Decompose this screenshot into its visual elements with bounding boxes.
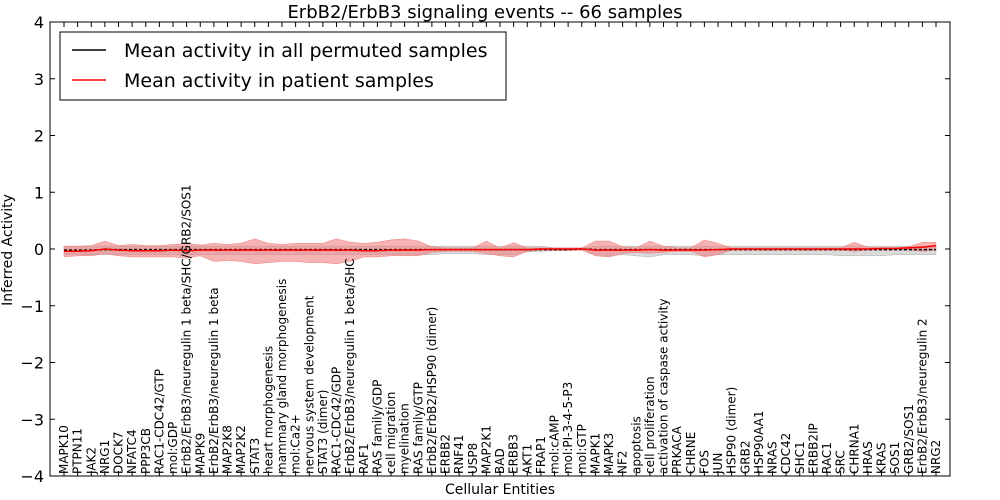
y-tick-label: −3 <box>20 410 44 429</box>
x-category-label: myelination <box>398 403 412 474</box>
y-tick-label: −1 <box>20 297 44 316</box>
x-category-label: CDC42 <box>779 433 793 474</box>
x-category-label: GRB2 <box>738 440 752 474</box>
confidence-bands <box>63 238 937 265</box>
x-category-label: FOS <box>697 450 711 474</box>
x-category-label: apoptosis <box>629 416 643 474</box>
x-category-label: ErbB2/ErbB3/neuregulin 1 beta <box>207 287 221 474</box>
x-category-label: ErbB2/ErbB3/neuregulin 1 beta/SHC/GRB2/S… <box>180 184 194 474</box>
x-category-label: HSP90 (dimer) <box>725 387 739 474</box>
x-category-label: RAF1 <box>357 443 371 474</box>
x-category-label: nervous system development <box>302 295 316 474</box>
y-tick-label: −2 <box>20 354 44 373</box>
x-axis-category-labels: MAPK10 PTPN11 JAK2 NRG1 DOCK7 NFATC4 PPP3CB RAC… <box>57 184 943 475</box>
x-category-label: DOCK7 <box>112 431 126 474</box>
plot-frame <box>49 21 951 477</box>
y-tick-label: 0 <box>34 240 44 259</box>
x-category-label: MAP2K2 <box>234 425 248 474</box>
line-patient-mean <box>64 244 937 253</box>
legend-label-permuted: Mean activity in all permuted samples <box>124 40 487 62</box>
x-category-label: USP8 <box>466 443 480 474</box>
x-category-label: NFATC4 <box>125 429 139 474</box>
legend: Mean activity in all permuted samples Me… <box>59 31 507 101</box>
y-tick-label: 2 <box>34 127 44 146</box>
x-category-label: RAC1-CDC42/GDP <box>330 367 344 474</box>
x-category-label: NRG2 <box>929 440 943 474</box>
x-category-label: HSP90AA1 <box>752 410 766 474</box>
y-axis-ticks: −4 −3 −2 −1 0 1 2 3 4 <box>20 13 950 486</box>
x-category-label: MAP2K8 <box>221 425 235 474</box>
legend-box <box>59 31 507 101</box>
x-category-label: ErbB2/ErbB3/neuregulin 1 beta/SHC <box>343 258 357 474</box>
x-category-label: HRAS <box>861 441 875 474</box>
x-category-label: ERBB2 <box>439 434 453 474</box>
x-category-label: JAK2 <box>84 447 98 475</box>
x-category-label: MAP2K1 <box>479 425 493 474</box>
x-category-label: FRAP1 <box>534 436 548 474</box>
x-category-label: activation of caspase activity <box>657 299 671 474</box>
series-lines <box>64 244 937 253</box>
x-category-label: NRAS <box>766 441 780 474</box>
x-category-label: GRB2/SOS1 <box>902 404 916 474</box>
x-category-label: AKT1 <box>520 444 534 474</box>
x-category-label: mol:GTP <box>575 424 589 474</box>
x-category-label: RNF41 <box>452 435 466 475</box>
y-tick-label: 1 <box>34 183 44 202</box>
x-category-label: RAC1 <box>820 442 834 474</box>
x-category-label: STAT3 (dimer) <box>316 390 330 474</box>
x-category-label: MAPK9 <box>193 433 207 474</box>
x-category-label: PPP3CB <box>139 428 153 474</box>
x-category-label: heart morphogenesis <box>261 346 275 474</box>
y-tick-label: 3 <box>34 70 44 89</box>
x-category-label: cell proliferation <box>643 376 657 474</box>
x-category-label: ErbB2/ErbB3/neuregulin 2 <box>915 318 929 474</box>
x-category-label: ErbB2/ErbB2/HSP90 (dimer) <box>425 307 439 474</box>
x-category-label: mol:Ca2+ <box>289 414 303 474</box>
x-category-label: STAT3 <box>248 438 262 474</box>
x-category-label: JUN <box>711 453 725 475</box>
x-category-label: RAS family/GTP <box>411 382 425 474</box>
x-category-label: CHRNE <box>684 432 698 474</box>
x-axis-label: Cellular Entities <box>445 482 555 498</box>
x-category-label: PRKACA <box>670 425 684 474</box>
x-category-label: CHRNA1 <box>847 423 861 474</box>
x-category-label: mol:GDP <box>166 422 180 474</box>
x-category-label: RAS family/GDP <box>370 380 384 474</box>
x-category-label: NRG1 <box>98 440 112 474</box>
x-category-label: SRC <box>834 450 848 474</box>
x-category-label: PTPN11 <box>71 428 85 474</box>
y-axis-label: Inferred Activity <box>0 194 16 306</box>
x-category-label: RAC1-CDC42/GTP <box>152 369 166 474</box>
x-axis-ticks <box>63 22 937 476</box>
x-category-label: mol:cAMP <box>548 415 562 474</box>
chart-title: ErbB2/ErbB3 signaling events -- 66 sampl… <box>287 2 682 23</box>
x-category-label: SOS1 <box>888 442 902 474</box>
x-category-label: MAPK1 <box>588 433 602 474</box>
y-tick-label: −4 <box>20 467 44 486</box>
x-category-label: mol:PI-3-4-5-P3 <box>561 382 575 474</box>
x-category-label: ERBB2IP <box>806 423 820 474</box>
x-category-label: MAPK3 <box>602 433 616 474</box>
x-category-label: cell migration <box>384 392 398 474</box>
x-category-label: KRAS <box>875 442 889 474</box>
y-tick-label: 4 <box>34 13 44 32</box>
x-category-label: BAD <box>493 448 507 474</box>
legend-label-patient: Mean activity in patient samples <box>124 70 434 92</box>
x-category-label: ERBB3 <box>507 434 521 474</box>
x-category-label: mammary gland morphogenesis <box>275 279 289 474</box>
x-category-label: MAPK10 <box>57 425 71 474</box>
x-category-label: SHC1 <box>793 441 807 474</box>
x-category-label: NF2 <box>616 450 630 474</box>
